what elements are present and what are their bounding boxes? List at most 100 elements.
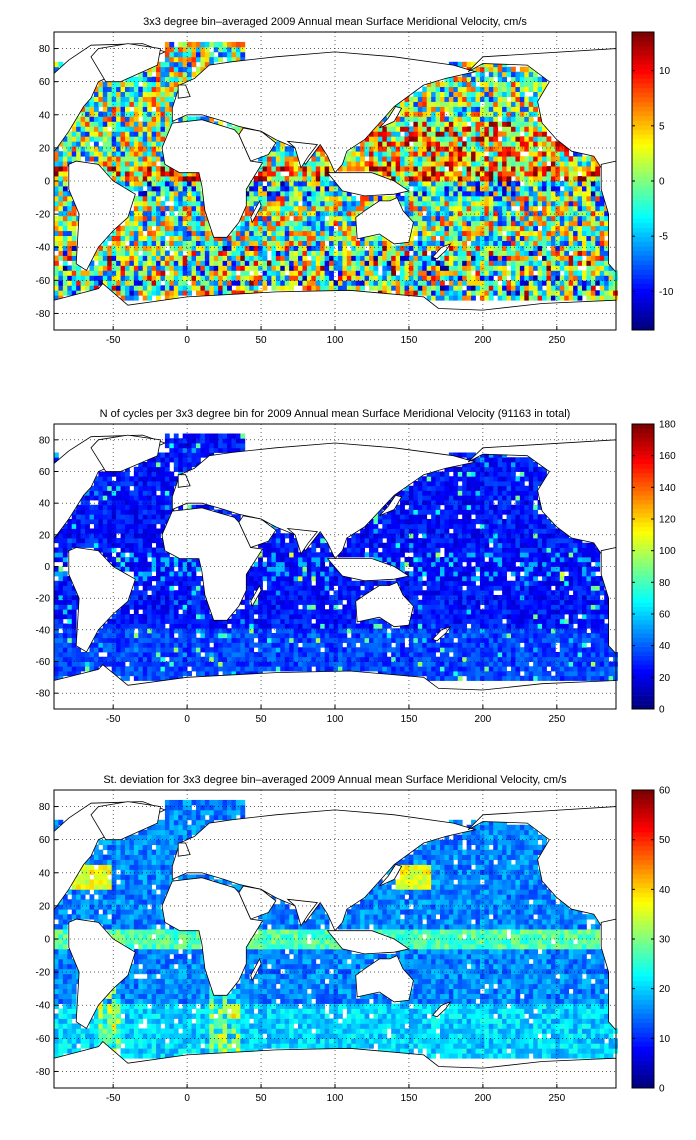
heatmap-cell: [369, 250, 374, 256]
heatmap-cell: [58, 270, 64, 276]
heatmap-cell: [253, 220, 259, 227]
heatmap-cell: [142, 121, 148, 127]
heatmap-cell: [306, 225, 312, 232]
heatmap-cell: [408, 230, 414, 237]
heatmap-cell: [422, 661, 428, 667]
heatmap-cell: [315, 245, 321, 251]
heatmap-cell: [502, 126, 507, 132]
heatmap-cell: [590, 161, 596, 167]
coastline-new-zealand: [431, 243, 452, 260]
heatmap-cell: [173, 642, 179, 648]
heatmap-cell: [178, 190, 184, 197]
heatmap-cell: [138, 71, 144, 78]
heatmap-cell: [147, 171, 153, 177]
heatmap-cell: [586, 285, 592, 291]
heatmap-cell: [151, 652, 157, 658]
heatmap-cell: [76, 671, 82, 677]
heatmap-cell: [493, 671, 499, 677]
heatmap-cell: [98, 642, 104, 648]
heatmap-cell: [573, 245, 578, 251]
heatmap-cell: [542, 642, 547, 648]
heatmap-cell: [244, 225, 250, 232]
heatmap-cell: [85, 285, 90, 291]
heatmap-cell: [71, 205, 77, 212]
heatmap-cell: [386, 166, 392, 172]
heatmap-cell: [550, 146, 556, 152]
heatmap-cell: [573, 290, 578, 296]
heatmap-cell: [253, 176, 259, 182]
heatmap-cell: [337, 280, 343, 286]
heatmap-cell: [129, 121, 135, 127]
heatmap-cell: [573, 270, 578, 276]
heatmap-cell: [227, 51, 232, 58]
heatmap-cell: [67, 255, 73, 261]
heatmap-cell: [320, 280, 326, 286]
heatmap-cell: [107, 235, 113, 241]
heatmap-cell: [129, 91, 135, 97]
heatmap-cell: [173, 91, 179, 97]
heatmap-cell: [160, 106, 166, 112]
heatmap-cell: [479, 275, 485, 281]
heatmap-cell: [440, 671, 445, 677]
heatmap-cell: [346, 666, 352, 672]
heatmap-cell: [386, 270, 392, 276]
heatmap-cell: [462, 101, 468, 107]
heatmap-cell: [173, 66, 179, 73]
heatmap-cell: [493, 290, 499, 296]
heatmap-cell: [147, 656, 153, 662]
heatmap-cell: [404, 161, 410, 167]
heatmap-cell: [187, 656, 192, 662]
heatmap-cell: [408, 652, 414, 658]
heatmap-cell: [142, 642, 148, 648]
heatmap-cell: [475, 210, 481, 217]
heatmap-cell: [555, 171, 561, 177]
heatmap-cell: [62, 671, 68, 677]
heatmap-cell: [502, 240, 507, 246]
heatmap-cell: [488, 176, 494, 182]
heatmap-cell: [124, 255, 130, 261]
heatmap-cell: [280, 656, 286, 662]
heatmap-cell: [564, 181, 570, 187]
heatmap-cell: [289, 171, 294, 177]
heatmap-cell: [124, 106, 130, 112]
heatmap-cell: [262, 200, 268, 207]
heatmap-cell: [533, 156, 539, 162]
heatmap-cell: [98, 116, 104, 122]
heatmap-cell: [98, 151, 104, 157]
heatmap-cell: [595, 647, 601, 653]
heatmap-cell: [581, 215, 587, 222]
heatmap-cell: [133, 225, 139, 232]
heatmap-cell: [182, 245, 188, 251]
heatmap-cell: [244, 290, 250, 296]
heatmap-cell: [58, 656, 64, 662]
heatmap-cell: [329, 190, 334, 197]
heatmap-cell: [209, 255, 215, 261]
heatmap-cell: [129, 250, 135, 256]
heatmap-cell: [502, 280, 507, 286]
heatmap-cell: [311, 245, 317, 251]
heatmap-cell: [493, 131, 499, 137]
heatmap-cell: [590, 215, 596, 222]
heatmap-cell: [258, 245, 263, 251]
heatmap-cell: [320, 161, 326, 167]
heatmap-cell: [515, 76, 521, 83]
heatmap-cell: [187, 215, 192, 222]
heatmap-cell: [413, 225, 419, 232]
heatmap-cell: [444, 652, 450, 658]
heatmap-cell: [408, 200, 414, 207]
heatmap-cell: [62, 285, 68, 291]
heatmap-cell: [453, 656, 459, 662]
heatmap-cell: [515, 131, 521, 137]
heatmap-cell: [129, 171, 135, 177]
heatmap-cell: [373, 161, 379, 167]
heatmap-cell: [550, 176, 556, 182]
heatmap-cell: [142, 190, 148, 197]
heatmap-cell: [488, 141, 494, 147]
heatmap-cell: [133, 81, 139, 88]
heatmap-cell: [289, 181, 294, 187]
heatmap-cell: [462, 76, 468, 83]
heatmap-cell: [435, 215, 441, 222]
heatmap-cell: [577, 200, 583, 207]
heatmap-cell: [568, 656, 574, 662]
heatmap-cell: [320, 156, 326, 162]
